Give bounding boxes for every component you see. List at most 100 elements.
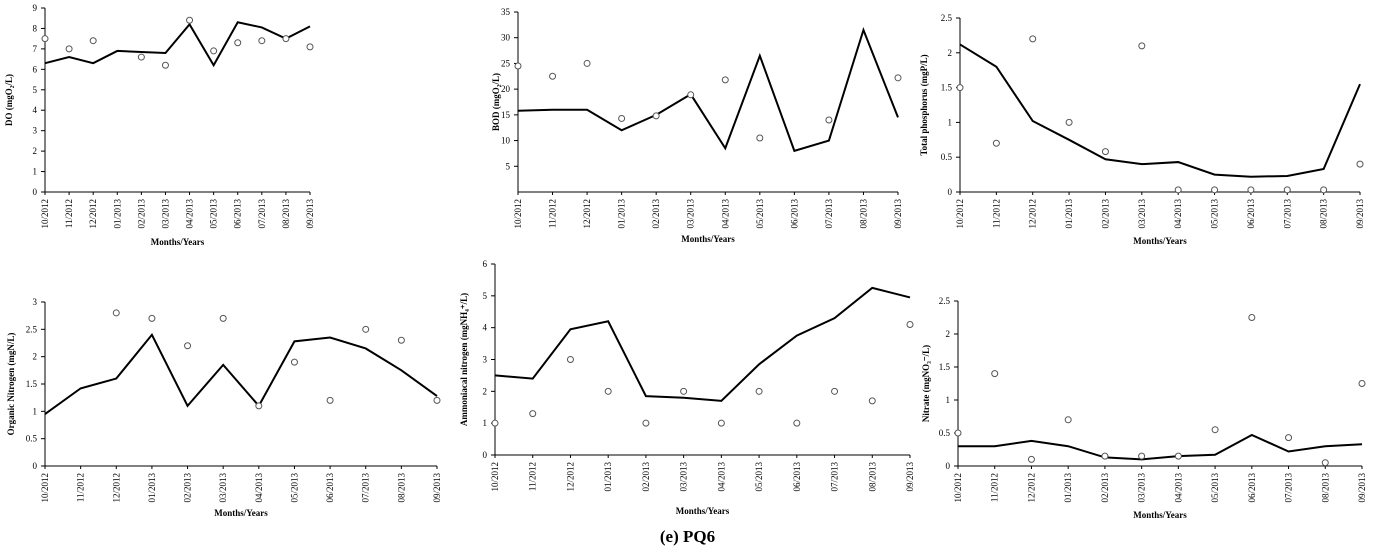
- data-point: [954, 429, 962, 437]
- x-tick-label: 05/2013: [754, 462, 764, 492]
- x-tick-label: 11/2012: [76, 473, 86, 502]
- data-point: [137, 53, 145, 61]
- data-point: [868, 397, 876, 405]
- y-tick-label: 4: [483, 323, 488, 333]
- series-line: [44, 21, 311, 68]
- y-tick-label: 3: [483, 355, 488, 365]
- x-tick-label: 04/2013: [254, 473, 264, 503]
- y-tick-label: 9: [33, 3, 38, 13]
- data-point: [1211, 426, 1219, 434]
- y-tick-label: 2.5: [941, 13, 953, 23]
- data-point: [1101, 148, 1109, 156]
- data-point: [991, 370, 999, 378]
- data-point: [397, 336, 405, 344]
- data-point: [1101, 452, 1109, 460]
- x-tick-label: 06/2013: [792, 462, 802, 492]
- x-axis-title: Months/Years: [151, 237, 205, 247]
- x-tick-label: 06/2013: [1247, 473, 1257, 503]
- x-tick-label: 02/2013: [651, 199, 661, 229]
- y-axis-title: BOD (mgO₂/L): [491, 73, 501, 131]
- y-tick-label: 15: [501, 110, 511, 120]
- x-tick-label: 04/2013: [716, 462, 726, 492]
- y-tick-label: 1: [33, 167, 38, 177]
- data-point: [1247, 186, 1255, 194]
- x-tick-label: 08/2013: [867, 462, 877, 492]
- x-tick-label: 07/2013: [824, 199, 834, 229]
- data-point: [956, 84, 964, 92]
- x-tick-label: 05/2013: [209, 199, 219, 229]
- x-tick-label: 07/2013: [830, 462, 840, 492]
- data-point: [433, 396, 441, 404]
- x-tick-label: 09/2013: [1357, 473, 1367, 503]
- data-point: [721, 76, 729, 84]
- data-point: [41, 35, 49, 43]
- y-tick-label: 0: [946, 461, 951, 471]
- data-point: [255, 402, 263, 410]
- x-tick-label: 10/2012: [953, 473, 963, 503]
- y-tick-label: 25: [501, 58, 511, 68]
- series-line: [494, 286, 911, 402]
- y-tick-label: 6: [483, 259, 488, 269]
- y-tick-label: 5: [33, 85, 38, 95]
- x-axis-title: Months/Years: [214, 508, 268, 518]
- x-tick-label: 01/2013: [112, 199, 122, 229]
- y-tick-label: 6: [33, 64, 38, 74]
- x-tick-label: 09/2013: [432, 473, 442, 503]
- data-point: [687, 91, 695, 99]
- x-tick-label: 12/2012: [582, 199, 592, 229]
- y-tick-label: 0.5: [26, 434, 38, 444]
- data-point: [89, 37, 97, 45]
- figure-caption: (e) PQ6: [659, 527, 716, 546]
- x-tick-label: 04/2013: [720, 199, 730, 229]
- data-point: [604, 387, 612, 395]
- y-tick-label: 8: [33, 23, 38, 33]
- x-tick-label: 10/2012: [513, 199, 523, 229]
- y-tick-label: 2.5: [26, 324, 38, 334]
- x-tick-label: 10/2012: [40, 199, 50, 229]
- x-tick-label: 09/2013: [893, 199, 903, 229]
- data-point: [362, 325, 370, 333]
- y-tick-label: 3: [33, 126, 38, 136]
- x-tick-label: 06/2013: [789, 199, 799, 229]
- x-tick-label: 03/2013: [686, 199, 696, 229]
- y-tick-label: 35: [501, 7, 511, 17]
- y-tick-label: 0: [33, 187, 38, 197]
- data-point: [894, 74, 902, 82]
- data-point: [549, 72, 557, 80]
- x-tick-label: 05/2013: [289, 473, 299, 503]
- data-point: [234, 39, 242, 47]
- x-tick-label: 08/2013: [1320, 473, 1330, 503]
- data-point: [112, 309, 120, 317]
- x-tick-label: 12/2012: [111, 473, 121, 503]
- data-point: [290, 358, 298, 366]
- y-tick-label: 1: [33, 406, 38, 416]
- data-point: [1283, 186, 1291, 194]
- x-tick-label: 04/2013: [1173, 473, 1183, 503]
- data-point: [219, 314, 227, 322]
- y-tick-label: 2: [33, 146, 38, 156]
- data-point: [680, 387, 688, 395]
- series-line: [959, 43, 1361, 178]
- data-point: [184, 342, 192, 350]
- y-tick-label: 1.5: [26, 379, 38, 389]
- x-tick-label: 09/2013: [1355, 199, 1365, 229]
- data-point: [1064, 416, 1072, 424]
- data-point: [1029, 35, 1037, 43]
- x-tick-label: 03/2013: [218, 473, 228, 503]
- x-axis-title: Months/Years: [1133, 510, 1187, 520]
- y-tick-label: 5: [506, 161, 511, 171]
- data-point: [906, 320, 914, 328]
- x-tick-label: 06/2013: [1246, 199, 1256, 229]
- data-point: [755, 387, 763, 395]
- data-point: [529, 410, 537, 418]
- data-point: [491, 419, 499, 427]
- y-tick-label: 2: [946, 329, 951, 339]
- x-axis-title: Months/Years: [1133, 236, 1187, 246]
- x-tick-label: 10/2012: [955, 199, 965, 229]
- chart-organic-nitrogen: 0 0.5 1 1.5 2 2.5 3 10/2012 11/2012 12/2012 01/201…: [6, 297, 442, 518]
- data-point: [1138, 42, 1146, 50]
- data-point: [1321, 459, 1329, 467]
- x-tick-label: 02/2013: [1100, 199, 1110, 229]
- series-line: [958, 433, 1363, 461]
- y-tick-label: 1: [948, 117, 953, 127]
